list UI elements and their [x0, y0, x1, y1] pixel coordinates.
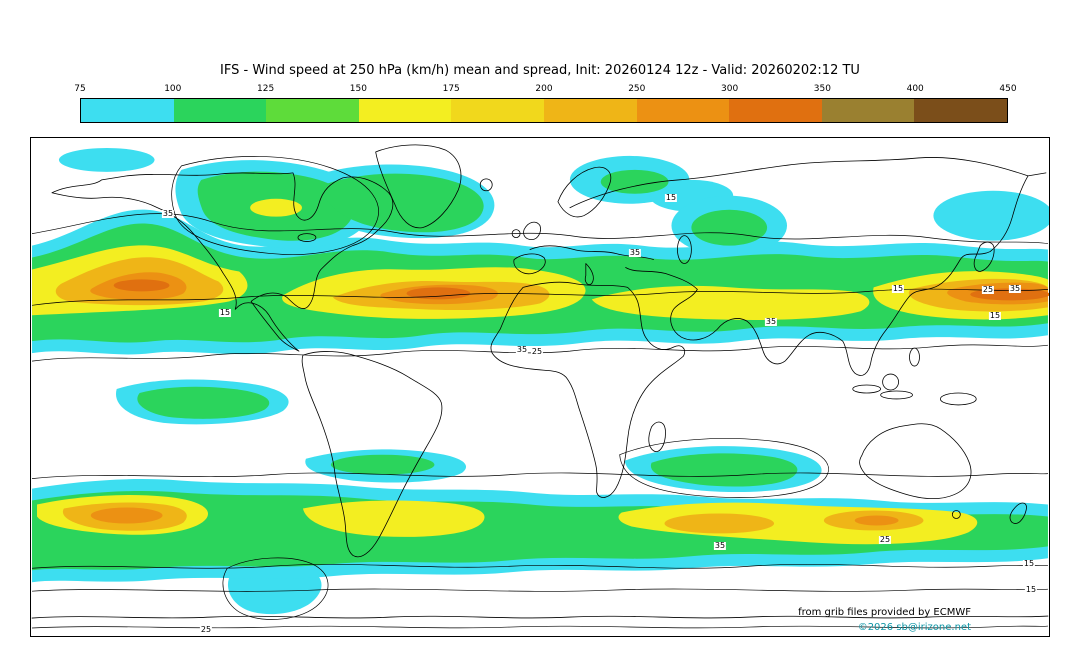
- colorbar-segment: [543, 99, 637, 122]
- coastline-greenland: [375, 144, 462, 229]
- coastline-north-america: [51, 172, 394, 352]
- chart-title: IFS - Wind speed at 250 hPa (km/h) mean …: [220, 63, 860, 78]
- colorbar-segment: [81, 99, 174, 122]
- wind-fill-scandinavia-green: [600, 169, 669, 194]
- contour-line-antarctic: [32, 625, 1049, 629]
- wind-fill-canada-yellow: [250, 198, 302, 217]
- wind-fill-natlantic-green: [320, 173, 484, 233]
- coastline-scandinavia: [557, 166, 612, 218]
- wind-fill-south-orange-australia: [854, 515, 899, 526]
- coastline-iceland: [479, 178, 493, 192]
- wind-fill-satlantic-green: [330, 454, 435, 475]
- colorbar-tick: 250: [628, 84, 646, 94]
- contour-line-south-bottom: [32, 563, 1049, 569]
- contour-line-north-top: [31, 213, 1049, 244]
- coastline-italy: [584, 263, 594, 286]
- colorbar-segment: [451, 99, 544, 122]
- coastlines: [31, 144, 1049, 619]
- coastline-sumatra: [852, 384, 882, 394]
- wind-fill-north-yellow-asia: [591, 285, 870, 320]
- colorbar-segment: [914, 99, 1007, 122]
- colorbar-segment: [821, 99, 915, 122]
- colorbar-tick: 175: [442, 84, 460, 94]
- colorbar-tick: 75: [74, 84, 86, 94]
- coastline-australia: [859, 423, 972, 499]
- colorbar-segment: [358, 99, 452, 122]
- coastline-madagascar: [648, 421, 666, 453]
- coastline-philippines: [909, 347, 920, 367]
- wind-fill-pacific-north-cyan: [933, 190, 1049, 241]
- coastline-japan: [973, 241, 995, 272]
- colorbar-segment: [173, 99, 267, 122]
- coastline-africa: [490, 281, 686, 498]
- colorbar-tick: 150: [349, 84, 367, 94]
- coastline-new-guinea: [939, 392, 977, 406]
- colorbar-tick: 100: [164, 84, 182, 94]
- contour-loop-indian: [619, 438, 829, 498]
- wind-fill-core-atlantic: [406, 287, 471, 300]
- contour-loop-south-pacific: [222, 557, 329, 620]
- wind-fill-arctic-west-cyan: [58, 147, 155, 172]
- colorbar: 75 100 125 150 175 200 250 300 350 400 450: [74, 84, 1017, 123]
- colorbar-tick: 400: [906, 84, 924, 94]
- coastline-tasmania: [951, 510, 961, 519]
- coastline-java: [880, 390, 913, 400]
- spread-contours: [31, 156, 1049, 629]
- contour-line-north-bottom: [31, 344, 1049, 362]
- coastline-new-zealand: [1009, 502, 1027, 524]
- coastline-south-america: [301, 351, 443, 558]
- colorbar-segment: [636, 99, 730, 122]
- coastline-antarctica: [31, 615, 1049, 619]
- colorbar-segment: [729, 99, 822, 122]
- colorbar-tick: 300: [721, 84, 739, 94]
- coastline-asia-east: [625, 175, 1029, 376]
- credit-copyright: ©2026 sb@irizone.net: [857, 622, 971, 633]
- wind-fill-indian-green: [650, 453, 798, 487]
- coastline-asia-north: [569, 157, 1047, 209]
- colorbar-segment: [266, 99, 359, 122]
- coastline-great-lakes: [297, 233, 317, 242]
- colorbar-tick: 200: [535, 84, 553, 94]
- contour-line-far-south: [32, 588, 1048, 592]
- wind-fill-samerica-west-green: [137, 386, 270, 419]
- wind-speed-fills: [32, 147, 1049, 615]
- map-panel: 35 15 15 35 35 25 35 15 25 35 15 35 25 15 15 25 from gr…: [30, 137, 1050, 637]
- wind-fill-core-west: [113, 279, 170, 292]
- wind-fill-south-orange-west: [90, 507, 163, 524]
- credit-ecmwf: from grib files provided by ECMWF: [798, 607, 971, 618]
- coastline-britain: [523, 221, 541, 240]
- coastline-iberia: [513, 253, 546, 275]
- colorbar-ticks: 75 100 125 150 175 200 250 300 350 400 450: [74, 84, 1016, 97]
- contour-line-south-top: [32, 472, 1049, 479]
- colorbar-tick: 125: [257, 84, 275, 94]
- coastline-caspian-sea: [677, 235, 692, 264]
- colorbar-bar: [80, 98, 1008, 123]
- wind-fill-south-yellow-atlantic: [302, 500, 485, 537]
- world-wind-map: [31, 144, 1049, 629]
- contour-line-north-mid: [31, 288, 1048, 306]
- colorbar-tick: 450: [999, 84, 1017, 94]
- coastline-borneo: [882, 373, 899, 391]
- wind-fill-siberia-green: [691, 209, 768, 246]
- wind-fill-south-gold-indian: [664, 513, 775, 534]
- colorbar-tick: 350: [813, 84, 831, 94]
- contour-loop-canada: [171, 156, 379, 255]
